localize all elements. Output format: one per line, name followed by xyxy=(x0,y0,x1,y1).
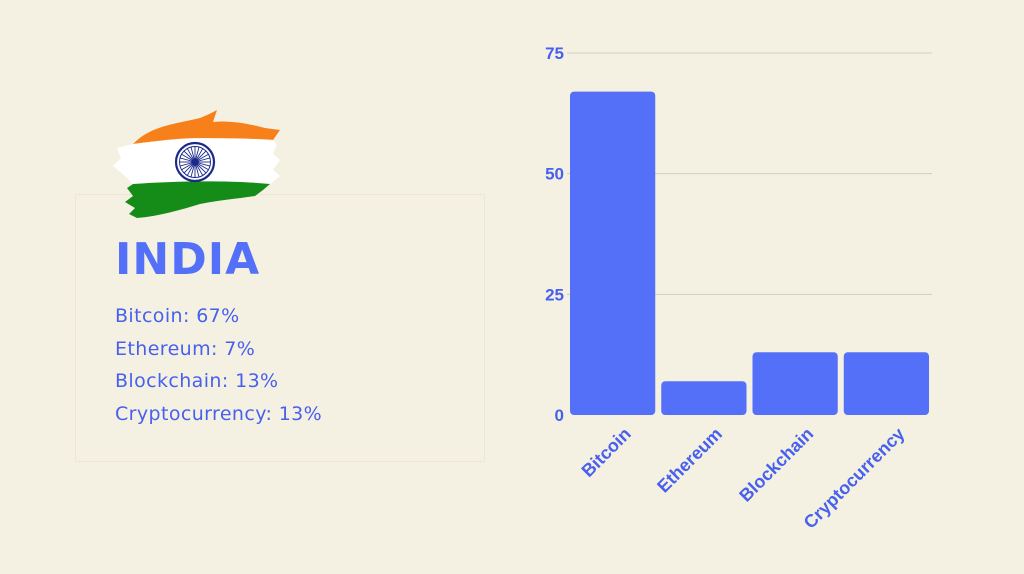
stat-blockchain: Blockchain: 13% xyxy=(115,370,279,392)
india-flag-icon xyxy=(113,110,280,218)
y-tick-label: 25 xyxy=(545,285,564,304)
y-tick-label: 50 xyxy=(545,165,564,184)
info-card xyxy=(75,194,485,462)
x-tick-label: Blockchain xyxy=(735,424,817,506)
bar-ethereum xyxy=(661,381,747,415)
x-tick-label: Ethereum xyxy=(653,424,726,497)
stat-ethereum: Ethereum: 7% xyxy=(115,337,256,360)
x-tick-label: Cryptocurrency xyxy=(800,424,909,533)
stat-cryptocurrency: Cryptocurrency: 13% xyxy=(115,402,323,425)
stat-bitcoin: Bitcoin: 67% xyxy=(115,305,240,327)
bar-bitcoin xyxy=(570,91,656,415)
x-tick-label: Bitcoin xyxy=(578,424,635,481)
country-title: INDIA xyxy=(115,234,261,285)
bar-blockchain xyxy=(752,352,838,415)
y-tick-label: 75 xyxy=(545,44,564,63)
y-tick-label: 0 xyxy=(555,406,564,425)
stats-list: Bitcoin: 67% Ethereum: 7% Blockchain: 13… xyxy=(115,300,322,430)
bar-cryptocurrency xyxy=(843,352,929,415)
